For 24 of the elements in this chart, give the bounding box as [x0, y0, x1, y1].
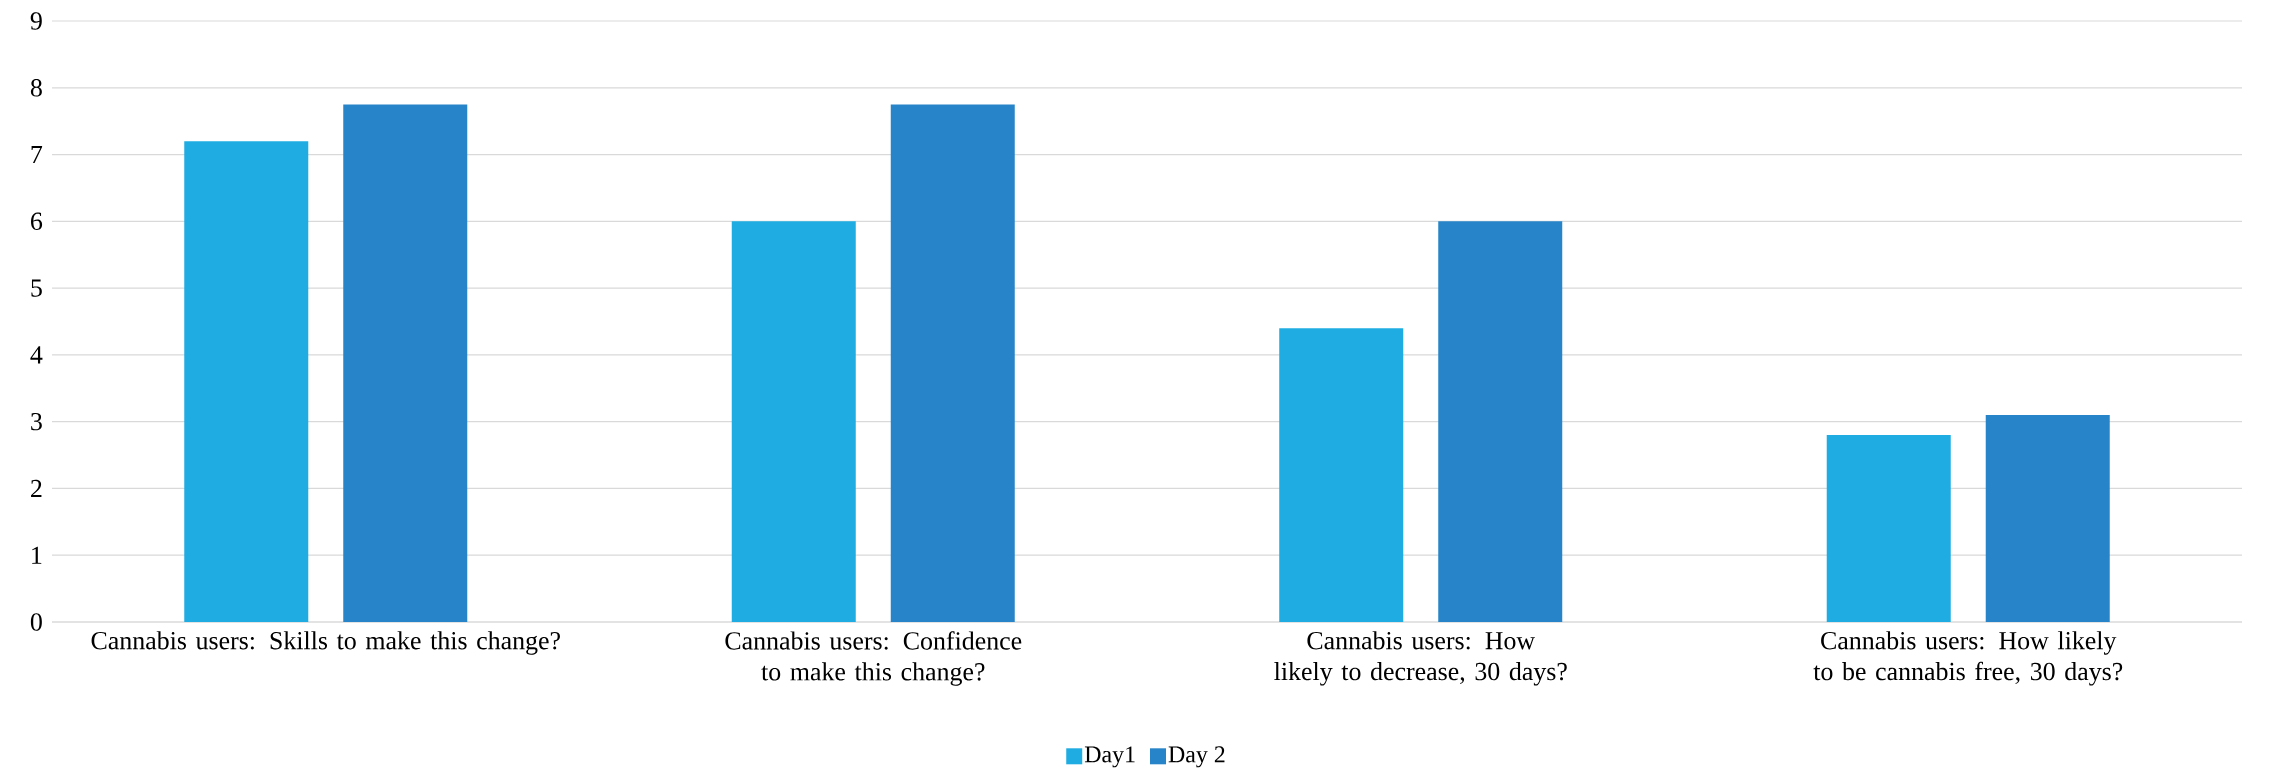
y-tick-label: 3 — [31, 412, 42, 431]
legend-label: Day 2 — [1168, 746, 1225, 768]
y-tick-label: 8 — [30, 78, 42, 97]
y-tick-label: 5 — [31, 279, 42, 297]
y-tick-label: 7 — [31, 145, 43, 163]
bar — [1826, 434, 1951, 622]
x-tick-label: Cannabis users: How likely to be cannabis free, 30 days? — [1813, 631, 2123, 686]
bar — [1279, 328, 1404, 622]
legend-label: Day1 — [1084, 746, 1135, 768]
y-tick-label: 4 — [30, 346, 43, 364]
bar — [184, 141, 309, 622]
bar — [343, 104, 468, 622]
x-tick-label: Cannabis users: How likely to decrease, 30 days? — [1274, 631, 1567, 686]
bar — [731, 221, 856, 622]
x-tick-label: Cannabis users: Skills to make this change? — [91, 631, 560, 655]
y-tick-label: 1 — [32, 546, 42, 564]
x-tick-label: Cannabis users: Confidence to make this change? — [725, 631, 1022, 686]
bar — [1985, 414, 2110, 622]
y-tick-label: 9 — [30, 12, 42, 30]
bar — [1438, 221, 1563, 622]
y-tick-label: 0 — [30, 613, 42, 631]
bar — [890, 104, 1015, 622]
y-tick-label: 2 — [31, 479, 42, 497]
y-tick-label: 6 — [31, 212, 43, 230]
